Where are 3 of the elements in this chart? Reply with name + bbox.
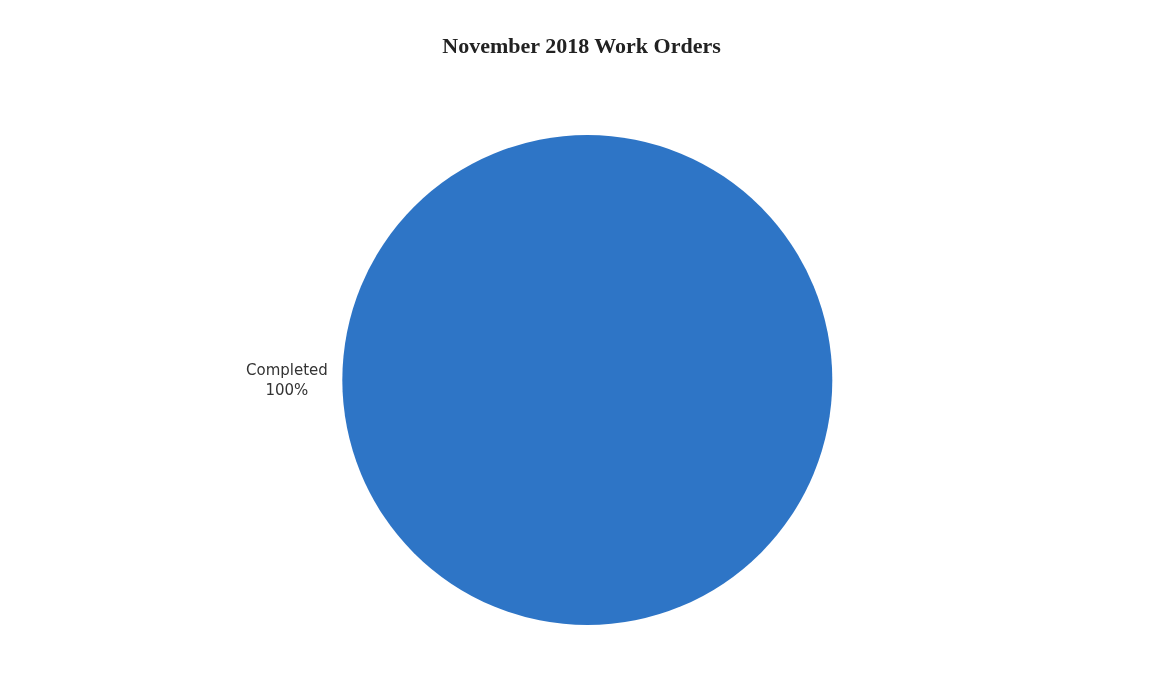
data-label: 100% (265, 380, 309, 399)
chart-title: November 2018 Work Orders (442, 32, 722, 58)
slice-label: Completed (246, 361, 328, 379)
